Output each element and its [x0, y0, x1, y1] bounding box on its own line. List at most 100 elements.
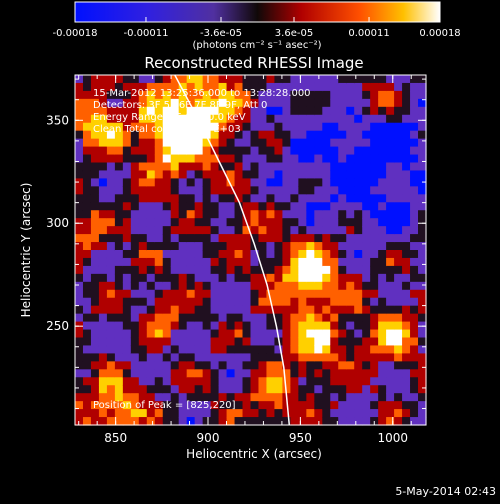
heatmap-cell: [418, 409, 427, 418]
heatmap-cell: [122, 202, 132, 211]
heatmap-cell: [162, 377, 172, 386]
heatmap-cell: [234, 75, 244, 84]
heatmap-cell: [186, 75, 196, 84]
heatmap-cell: [98, 401, 108, 410]
heatmap-cell: [218, 98, 228, 108]
heatmap-cell: [314, 297, 323, 307]
heatmap-cell: [170, 226, 180, 235]
heatmap-cell: [194, 242, 204, 251]
heatmap-cell: [122, 385, 132, 394]
heatmap-cell: [122, 305, 132, 315]
heatmap-cell: [338, 194, 347, 203]
heatmap-cell: [194, 162, 204, 172]
heatmap-cell: [338, 250, 347, 259]
heatmap-cell: [202, 329, 212, 339]
heatmap-cell: [106, 250, 116, 259]
heatmap-cell: [394, 82, 403, 92]
heatmap-cell: [250, 305, 260, 315]
heatmap-cell: [202, 186, 212, 195]
heatmap-cell: [330, 210, 339, 219]
heatmap-cell: [290, 321, 299, 331]
heatmap-cell: [114, 226, 124, 235]
heatmap-cell: [314, 401, 323, 410]
heatmap-cell: [370, 202, 379, 211]
heatmap-cell: [354, 337, 363, 347]
heatmap-cell: [75, 385, 84, 394]
heatmap-cell: [98, 194, 108, 203]
heatmap-cell: [258, 90, 268, 100]
heatmap-cell: [75, 417, 84, 426]
heatmap-cell: [250, 75, 260, 84]
heatmap-cell: [394, 250, 403, 259]
heatmap-cell: [378, 273, 387, 283]
heatmap-cell: [298, 218, 307, 227]
heatmap-cell: [346, 329, 355, 339]
heatmap-cell: [314, 130, 323, 140]
heatmap-cell: [418, 393, 427, 402]
heatmap-cell: [82, 265, 92, 275]
heatmap-cell: [162, 98, 172, 108]
heatmap-cell: [234, 361, 244, 370]
heatmap-cell: [242, 98, 252, 108]
heatmap-cell: [338, 369, 347, 378]
heatmap-cell: [202, 265, 212, 275]
heatmap-cell: [106, 194, 116, 203]
heatmap-cell: [90, 194, 100, 203]
heatmap-cell: [82, 186, 92, 195]
heatmap-cell: [234, 313, 244, 323]
heatmap-cell: [330, 170, 339, 179]
heatmap-cell: [394, 257, 403, 267]
heatmap-cell: [298, 353, 307, 362]
heatmap-cell: [322, 281, 331, 291]
heatmap-cell: [98, 385, 108, 394]
heatmap-cell: [202, 401, 212, 410]
heatmap-cell: [306, 297, 315, 307]
heatmap-cell: [75, 226, 84, 235]
heatmap-cell: [194, 385, 204, 394]
heatmap-cell: [250, 178, 260, 187]
heatmap-cell: [226, 138, 236, 148]
heatmap-cell: [394, 186, 403, 195]
heatmap-cell: [298, 417, 307, 426]
heatmap-cell: [82, 130, 92, 140]
heatmap-cell: [154, 273, 164, 283]
heatmap-cell: [242, 242, 252, 251]
heatmap-cell: [114, 257, 124, 267]
heatmap-cell: [378, 329, 387, 339]
heatmap-cell: [338, 281, 347, 291]
heatmap-cell: [354, 250, 363, 259]
heatmap-cell: [210, 90, 220, 100]
heatmap-cell: [330, 385, 339, 394]
heatmap-cell: [410, 162, 419, 172]
heatmap-cell: [330, 321, 339, 331]
heatmap-cell: [370, 114, 379, 124]
heatmap-cell: [298, 401, 307, 410]
heatmap-cell: [258, 305, 268, 315]
heatmap-cell: [154, 210, 164, 219]
heatmap-cell: [322, 321, 331, 331]
heatmap-cell: [290, 178, 299, 187]
heatmap-cell: [250, 353, 260, 362]
heatmap-cell: [298, 226, 307, 235]
heatmap-cell: [146, 257, 156, 267]
heatmap-cell: [226, 122, 236, 132]
heatmap-cell: [378, 202, 387, 211]
heatmap-cell: [90, 90, 100, 100]
heatmap-cell: [98, 98, 108, 108]
heatmap-cell: [98, 361, 108, 370]
heatmap-cell: [402, 218, 411, 227]
heatmap-cell: [266, 273, 276, 283]
heatmap-cell: [170, 409, 180, 418]
heatmap-cell: [274, 401, 284, 410]
heatmap-cell: [330, 106, 339, 116]
heatmap-cell: [394, 75, 403, 84]
heatmap-cell: [362, 178, 371, 187]
heatmap-cell: [162, 170, 172, 179]
heatmap-cell: [322, 210, 331, 219]
heatmap-cell: [370, 106, 379, 116]
heatmap-cell: [194, 257, 204, 267]
heatmap-cell: [90, 361, 100, 370]
heatmap-cell: [242, 393, 252, 402]
heatmap-cell: [106, 337, 116, 347]
heatmap-cell: [82, 385, 92, 394]
